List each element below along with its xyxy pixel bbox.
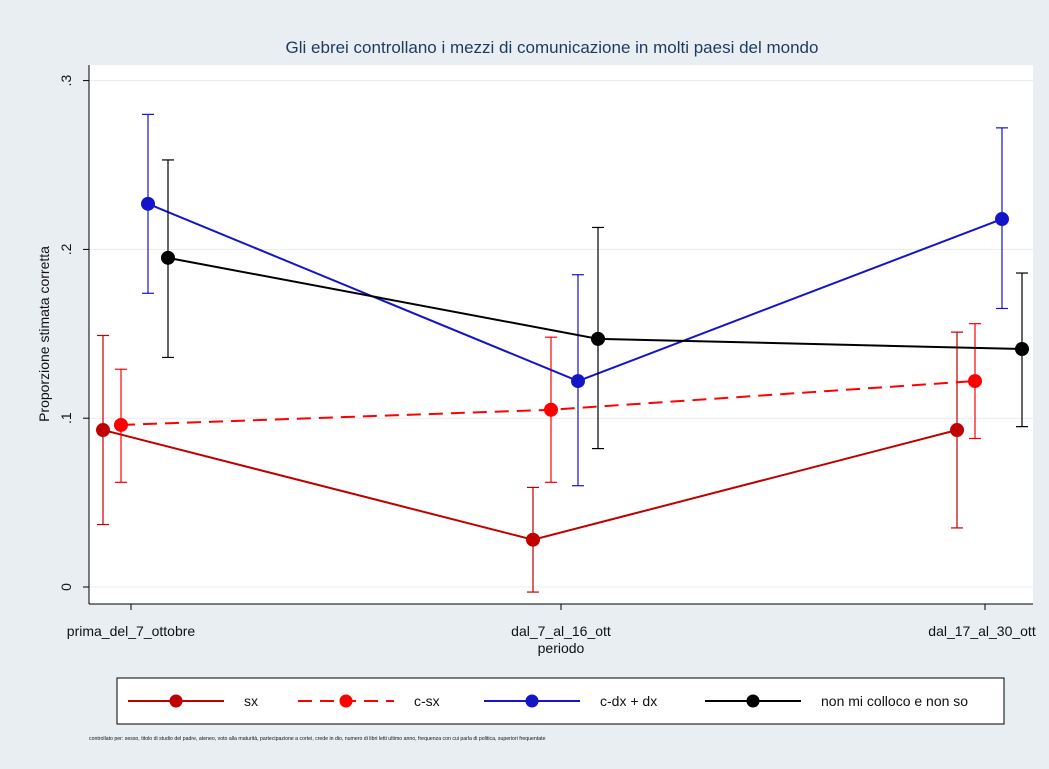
data-point: [161, 250, 175, 265]
legend-label: c-sx: [414, 693, 440, 709]
series-3: [141, 113, 1009, 487]
data-point: [950, 423, 964, 438]
data-point: [526, 532, 540, 547]
legend: sx c-sx c-dx + dx non mi colloco e non so: [128, 693, 968, 709]
grid-lines: [89, 80, 1033, 588]
y-tick-label: .3: [58, 75, 74, 87]
data-point: [968, 374, 982, 389]
x-axis-label: periodo: [538, 640, 585, 656]
footnote: controllato per: sesso, titolo di studio…: [89, 736, 546, 742]
data-point: [141, 196, 155, 211]
y-tick-label: 0: [58, 583, 74, 591]
y-axis-label: Proporzione stimata corretta: [36, 246, 52, 422]
data-point: [96, 423, 110, 438]
y-tick-label: .2: [58, 243, 74, 255]
data-point: [571, 374, 585, 389]
legend-symbol-marker: [169, 694, 183, 708]
series-layer: [96, 113, 1029, 593]
data-point: [544, 402, 558, 417]
x-ticks: prima_del_7_ottobre dal_7_al_16_ott dal_17…: [67, 604, 1036, 639]
legend-label: c-dx + dx: [600, 693, 657, 709]
data-point: [1015, 341, 1029, 356]
legend-label: non mi colloco e non so: [821, 693, 968, 709]
y-tick-label: .1: [58, 412, 74, 424]
legend-symbol-marker: [746, 694, 760, 708]
series-2: [114, 323, 982, 483]
x-tick-label: prima_del_7_ottobre: [67, 623, 196, 639]
legend-symbol-marker: [339, 694, 353, 708]
y-ticks: 0 .1 .2 .3: [58, 75, 89, 591]
x-tick-label: dal_7_al_16_ott: [511, 623, 611, 639]
plot-area: [89, 65, 1033, 604]
series-1: [96, 331, 964, 593]
data-point: [591, 331, 605, 346]
legend-label: sx: [244, 693, 258, 709]
chart-title: Gli ebrei controllano i mezzi di comunic…: [286, 38, 819, 57]
data-point: [114, 417, 128, 432]
legend-symbol-marker: [525, 694, 539, 708]
x-tick-label: dal_17_al_30_ott: [928, 623, 1036, 639]
data-point: [995, 212, 1009, 227]
series-4: [161, 159, 1029, 450]
